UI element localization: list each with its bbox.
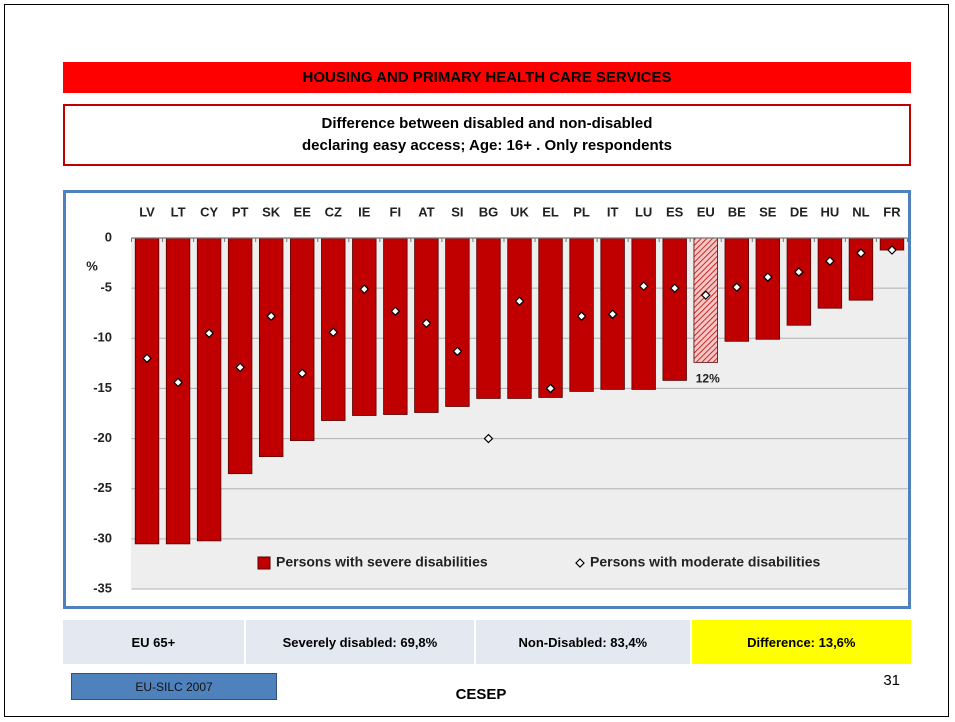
- bar: [662, 237, 687, 381]
- bar: [290, 237, 315, 441]
- x-tick-label: FI: [390, 204, 402, 219]
- marker: [638, 281, 649, 291]
- y-tick-label: -20: [93, 430, 112, 445]
- summary-table: EU 65+ Severely disabled: 69,8% Non-Disa…: [63, 620, 912, 664]
- source-box: EU-SILC 2007: [71, 673, 277, 700]
- marker: [297, 368, 308, 379]
- slide-title: HOUSING AND PRIMARY HEALTH CARE SERVICES: [63, 62, 911, 93]
- bar: [134, 237, 160, 545]
- bar: [196, 237, 222, 542]
- bar: [538, 237, 563, 398]
- marker: [825, 256, 835, 266]
- y-tick-label: 0: [105, 229, 112, 244]
- bar: [445, 237, 470, 407]
- summary-cell: Difference: 13,6%: [691, 620, 912, 664]
- y-tick-label: -30: [93, 530, 112, 545]
- marker: [856, 248, 866, 258]
- subtitle-line: Difference between disabled and non-disa…: [321, 115, 653, 132]
- x-tick-label: EE: [294, 204, 312, 219]
- summary-cell: Severely disabled: 69,8%: [245, 620, 477, 664]
- bar: [755, 237, 781, 340]
- bar: [476, 237, 501, 399]
- subtitle-line: declaring easy access; Age: 16+ . Only r…: [301, 137, 673, 154]
- marker: [235, 362, 245, 373]
- marker: [452, 346, 463, 357]
- y-tick-label: -15: [93, 380, 112, 395]
- bar: [227, 237, 253, 475]
- x-tick-label: CZ: [325, 204, 342, 219]
- marker: [483, 433, 494, 444]
- marker: [514, 296, 525, 307]
- marker: [173, 377, 183, 388]
- x-tick-label: ES: [666, 204, 684, 219]
- page-number: 31: [883, 672, 900, 689]
- x-tick-label: PL: [573, 204, 590, 219]
- marker: [700, 290, 711, 301]
- annotation: 12%: [696, 372, 720, 386]
- y-tick-label: -35: [93, 580, 112, 595]
- x-tick-label: BE: [728, 204, 746, 219]
- marker: [607, 309, 618, 320]
- x-tick-label: BG: [479, 204, 499, 219]
- marker: [731, 282, 742, 292]
- marker: [794, 267, 804, 277]
- x-tick-label: EL: [542, 204, 559, 219]
- y-tick-label: -10: [93, 330, 112, 345]
- marker: [359, 284, 370, 294]
- x-tick-label: SK: [262, 204, 281, 219]
- marker: [328, 327, 339, 338]
- legend-label: Persons with severe disabilities: [276, 554, 488, 570]
- bar: [848, 237, 874, 301]
- x-tick-label: IE: [358, 204, 371, 219]
- bar: [693, 237, 718, 363]
- organization: CESEP: [455, 686, 507, 703]
- bar: [352, 237, 377, 416]
- summary-cell: Non-Disabled: 83,4%: [476, 620, 692, 664]
- bar: [817, 237, 843, 309]
- chart-frame: [63, 190, 911, 609]
- bar: [631, 237, 656, 390]
- bar: [258, 237, 284, 458]
- x-tick-label: IT: [607, 204, 619, 219]
- x-tick-label: LV: [139, 204, 155, 219]
- marker: [390, 306, 401, 317]
- x-tick-label: UK: [510, 204, 529, 219]
- marker: [576, 311, 587, 322]
- x-tick-label: DE: [790, 204, 808, 219]
- x-tick-label: AT: [418, 204, 434, 219]
- x-tick-label: CY: [200, 204, 218, 219]
- x-tick-label: LT: [171, 204, 186, 219]
- x-tick-label: HU: [821, 204, 840, 219]
- bar: [786, 237, 812, 326]
- x-tick-label: FR: [883, 204, 901, 219]
- x-tick-label: PT: [232, 204, 249, 219]
- marker: [421, 318, 432, 329]
- legend-swatch: [575, 558, 585, 568]
- marker: [204, 328, 214, 339]
- bar: [507, 237, 532, 399]
- y-tick-label: -25: [93, 480, 112, 495]
- bar: [383, 237, 408, 415]
- summary-cell: EU 65+: [63, 620, 246, 664]
- slide: [4, 4, 949, 717]
- marker: [545, 383, 556, 394]
- marker: [887, 245, 897, 255]
- legend-label: Persons with moderate disabilities: [590, 554, 821, 570]
- x-tick-label: LU: [635, 204, 652, 219]
- x-tick-label: NL: [852, 204, 869, 219]
- x-tick-label: EU: [697, 204, 715, 219]
- marker: [762, 272, 773, 282]
- legend-swatch: [257, 556, 271, 570]
- marker: [142, 353, 152, 364]
- x-tick-label: SE: [759, 204, 777, 219]
- y-axis-label: %: [86, 258, 98, 273]
- marker: [669, 283, 680, 293]
- y-tick-label: -5: [100, 280, 112, 295]
- bar: [165, 237, 191, 545]
- x-tick-label: SI: [451, 204, 463, 219]
- marker: [266, 311, 277, 322]
- subtitle-box: Difference between disabled and non-disa…: [63, 104, 911, 166]
